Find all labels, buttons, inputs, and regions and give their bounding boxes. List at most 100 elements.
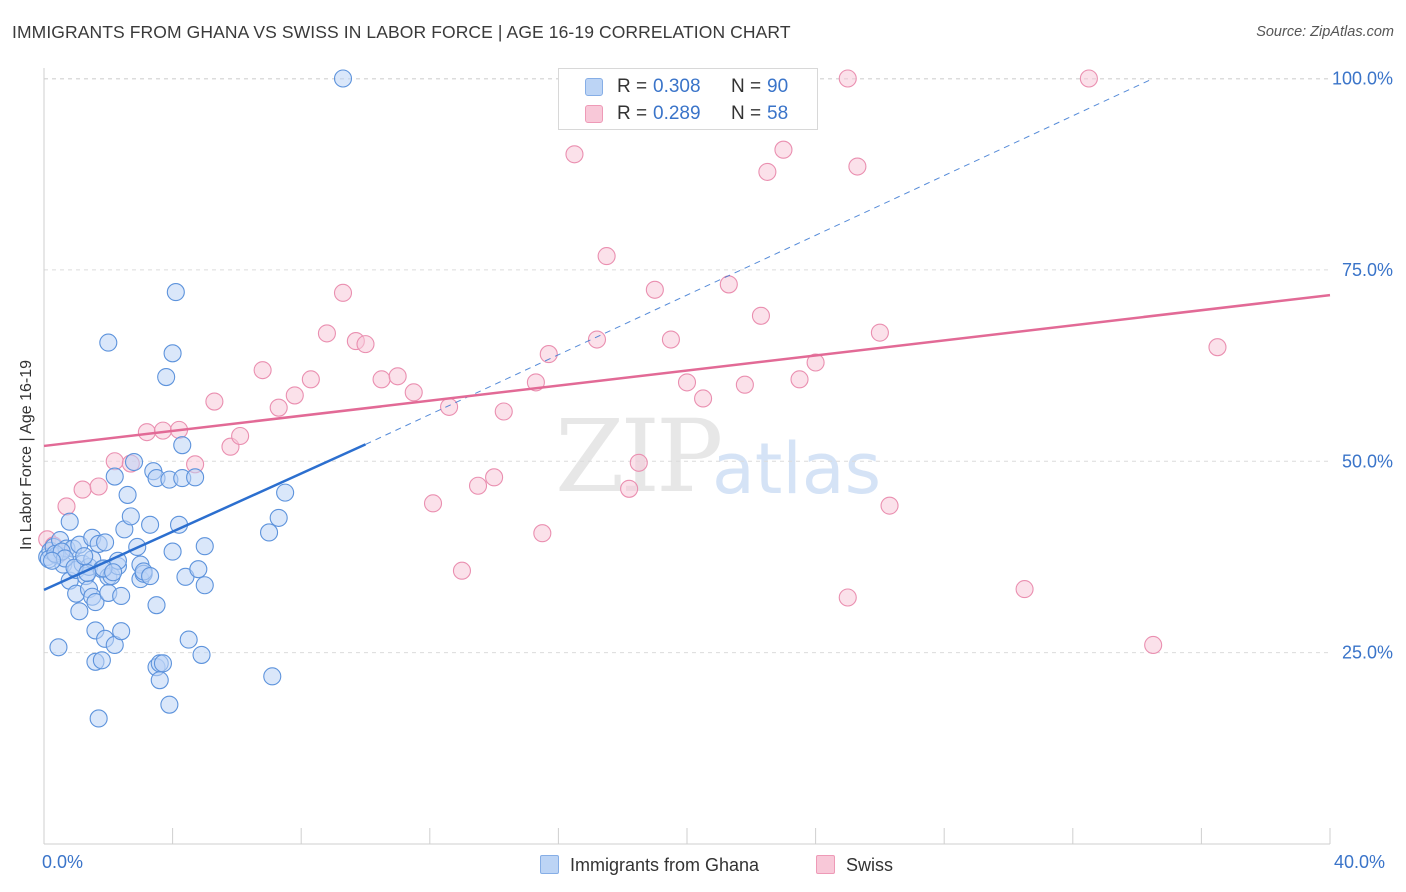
ghana-points bbox=[38, 69, 353, 728]
ghana-point bbox=[96, 533, 115, 552]
ghana-point bbox=[89, 709, 108, 728]
ghana-point bbox=[192, 645, 211, 664]
ghana-point bbox=[259, 523, 279, 542]
ghana-point bbox=[173, 436, 192, 455]
swiss-point bbox=[735, 375, 754, 394]
y-axis-label: In Labor Force | Age 16-19 bbox=[18, 359, 35, 551]
series-legend: Immigrants from Ghana Swiss bbox=[0, 852, 1406, 878]
swiss-point bbox=[285, 386, 304, 405]
ghana-point bbox=[49, 638, 68, 657]
ghana-point bbox=[112, 622, 131, 641]
ghana-point bbox=[263, 667, 282, 686]
swiss-point bbox=[806, 353, 825, 372]
ghana-point bbox=[147, 596, 166, 615]
legend-n-value: 58 bbox=[767, 103, 789, 124]
swiss-point bbox=[587, 330, 607, 349]
swiss-point bbox=[452, 561, 472, 580]
axes bbox=[43, 68, 1331, 845]
legend-n-label: N = bbox=[731, 103, 762, 124]
swiss-point bbox=[269, 398, 288, 417]
swiss-point bbox=[838, 69, 857, 88]
swiss-point bbox=[57, 497, 76, 516]
ghana-point bbox=[60, 512, 79, 531]
swiss-point bbox=[1144, 635, 1163, 655]
y-tick-label: 25.0% bbox=[1342, 643, 1393, 663]
legend-label-ghana: Immigrants from Ghana bbox=[570, 855, 760, 875]
y-tick-label: 100.0% bbox=[1332, 69, 1393, 89]
swiss-point bbox=[388, 367, 407, 386]
x-tick-label-max: 40.0% bbox=[1334, 852, 1386, 872]
correlation-legend: R = 0.308 N = 90 R = 0.289 N = 58 bbox=[558, 68, 818, 130]
swiss-point bbox=[677, 373, 697, 392]
ghana-point bbox=[186, 468, 205, 487]
swiss-point bbox=[372, 370, 391, 389]
watermark-atlas: atlas bbox=[712, 428, 882, 510]
source-credit: Source: ZipAtlas.com bbox=[1256, 24, 1394, 40]
ghana-point bbox=[195, 576, 214, 595]
ghana-point bbox=[160, 695, 179, 714]
swiss-point bbox=[533, 524, 552, 543]
swiss-point bbox=[485, 468, 504, 487]
ghana-point bbox=[163, 344, 182, 363]
swiss-point bbox=[105, 452, 124, 471]
legend-swatch-ghana bbox=[585, 78, 603, 96]
swiss-point bbox=[301, 370, 320, 389]
ghana-point bbox=[42, 551, 62, 570]
legend-r-label: R = bbox=[617, 76, 648, 97]
swiss-point bbox=[1015, 580, 1034, 599]
swiss-point bbox=[790, 370, 809, 389]
swiss-point bbox=[468, 476, 488, 495]
trend-lines bbox=[43, 78, 1331, 591]
swiss-point bbox=[253, 361, 272, 380]
ghana-trend-extension bbox=[365, 78, 1154, 445]
ghana-point bbox=[75, 547, 94, 566]
swiss-point bbox=[423, 494, 443, 513]
ghana-point bbox=[141, 515, 160, 534]
ghana-point bbox=[124, 452, 144, 472]
ghana-point bbox=[121, 507, 140, 526]
swiss-point bbox=[758, 162, 777, 181]
legend-label-swiss: Swiss bbox=[846, 855, 894, 875]
ghana-point bbox=[104, 563, 123, 582]
swiss-point bbox=[1208, 338, 1227, 357]
ghana-point bbox=[276, 483, 295, 502]
y-tick-labels: 25.0% 50.0% 75.0% 100.0% bbox=[1332, 69, 1393, 663]
swiss-point bbox=[440, 397, 459, 416]
ghana-point bbox=[157, 367, 176, 387]
y-tick-label: 75.0% bbox=[1342, 260, 1393, 280]
swiss-point bbox=[1079, 69, 1098, 88]
ghana-point bbox=[195, 537, 214, 556]
ghana-point bbox=[166, 283, 185, 302]
ghana-point bbox=[163, 542, 182, 561]
swiss-point bbox=[774, 140, 793, 159]
swiss-point bbox=[880, 496, 899, 515]
swiss-point bbox=[333, 283, 353, 302]
ghana-point bbox=[179, 630, 198, 649]
ghana-point bbox=[150, 671, 169, 690]
swiss-trend-line bbox=[43, 293, 1331, 448]
ghana-point bbox=[92, 651, 111, 670]
swiss-point bbox=[620, 479, 639, 498]
swiss-point bbox=[89, 477, 108, 496]
ghana-point bbox=[269, 508, 288, 527]
ghana-point bbox=[189, 560, 208, 579]
x-tick-label-min: 0.0% bbox=[42, 852, 84, 872]
gridlines bbox=[44, 78, 1330, 654]
swiss-point bbox=[404, 383, 423, 402]
y-tick-label: 50.0% bbox=[1342, 451, 1393, 471]
swiss-point bbox=[73, 480, 92, 499]
ghana-point bbox=[86, 593, 105, 612]
legend-swatch-swiss bbox=[585, 105, 603, 123]
ghana-point bbox=[70, 602, 89, 621]
legend-r-value: 0.308 bbox=[653, 76, 701, 97]
swiss-point bbox=[848, 157, 867, 176]
swiss-point bbox=[645, 280, 664, 299]
chart-title: IMMIGRANTS FROM GHANA VS SWISS IN LABOR … bbox=[12, 22, 791, 42]
swiss-point bbox=[751, 306, 770, 325]
legend-r-label: R = bbox=[617, 103, 648, 124]
swiss-point bbox=[494, 402, 513, 421]
swiss-point bbox=[629, 453, 648, 472]
ghana-point bbox=[112, 586, 131, 606]
swiss-point bbox=[205, 392, 224, 411]
